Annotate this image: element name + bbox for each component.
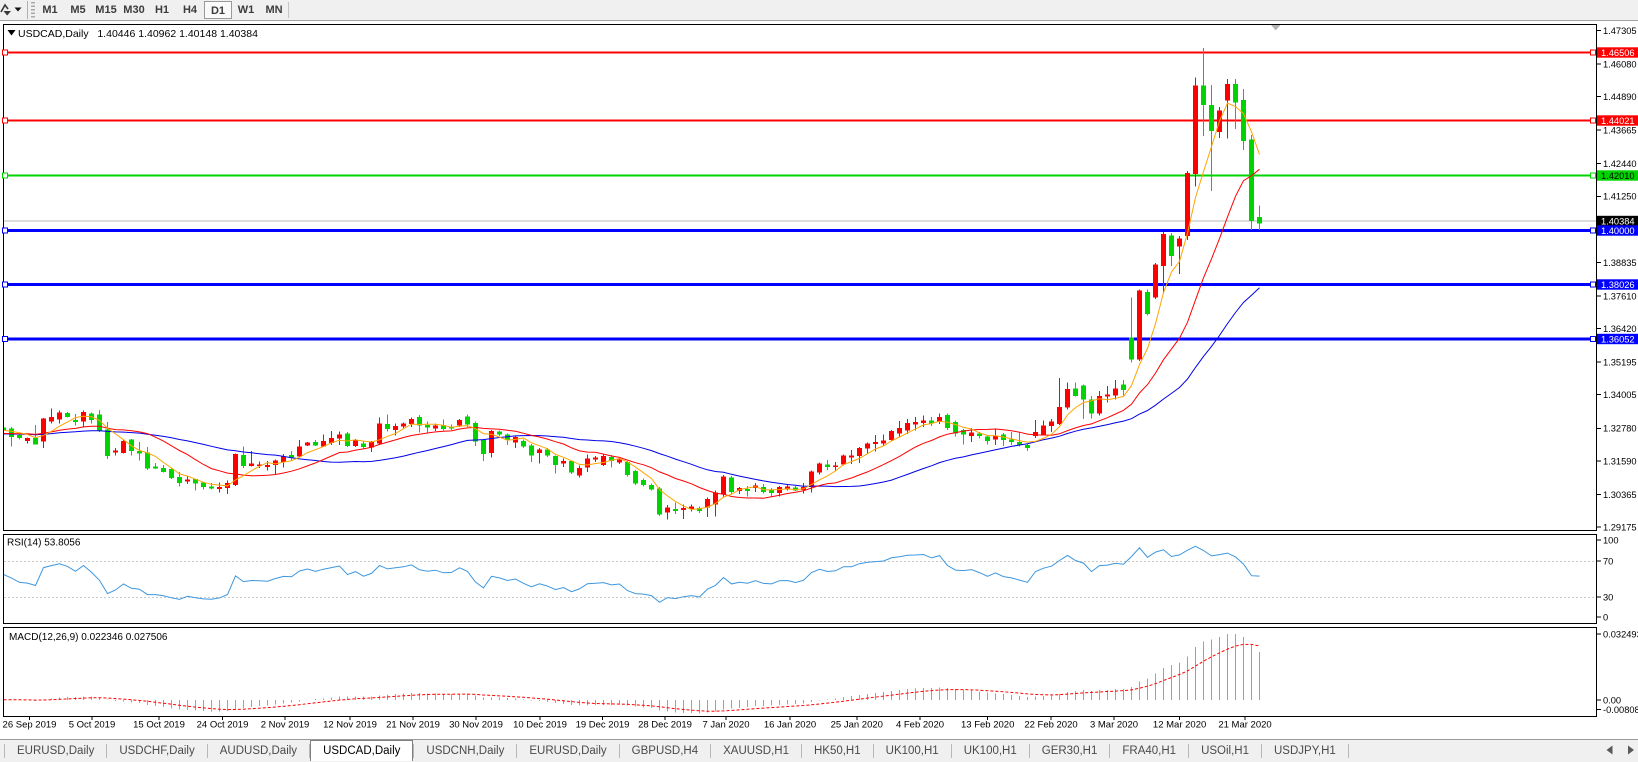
svg-text:28 Dec 2019: 28 Dec 2019 [638, 720, 692, 731]
svg-text:USDCAD,Daily 1.40446 1.40962: USDCAD,Daily 1.40446 1.40962 1.40148 1.4… [18, 28, 258, 40]
svg-text:1.43665: 1.43665 [1603, 126, 1637, 136]
svg-text:1.35195: 1.35195 [1603, 358, 1637, 368]
svg-text:21 Nov 2019: 21 Nov 2019 [386, 720, 440, 731]
svg-text:1.36420: 1.36420 [1603, 324, 1637, 334]
svg-text:13 Feb 2020: 13 Feb 2020 [961, 720, 1014, 731]
svg-text:21 Mar 2020: 21 Mar 2020 [1218, 720, 1271, 731]
svg-text:30 Nov 2019: 30 Nov 2019 [449, 720, 503, 731]
svg-text:0.00: 0.00 [1603, 695, 1621, 705]
svg-text:5 Oct 2019: 5 Oct 2019 [69, 720, 115, 731]
svg-text:1.38835: 1.38835 [1603, 258, 1637, 268]
svg-text:3 Mar 2020: 3 Mar 2020 [1090, 720, 1138, 731]
svg-text:1.46506: 1.46506 [1601, 48, 1635, 58]
svg-text:1.30365: 1.30365 [1603, 490, 1637, 500]
svg-text:MACD(12,26,9) 0.022346 0.02750: MACD(12,26,9) 0.022346 0.027506 [9, 632, 168, 643]
svg-text:70: 70 [1603, 556, 1613, 566]
svg-text:1.36052: 1.36052 [1601, 334, 1635, 344]
svg-text:1.41250: 1.41250 [1603, 192, 1637, 202]
svg-text:1.32780: 1.32780 [1603, 424, 1637, 434]
svg-text:30: 30 [1603, 592, 1613, 602]
svg-text:1.34005: 1.34005 [1603, 390, 1637, 400]
svg-text:1.44890: 1.44890 [1603, 92, 1637, 102]
svg-text:1.31590: 1.31590 [1603, 456, 1637, 466]
svg-text:0.032493: 0.032493 [1603, 629, 1638, 639]
svg-text:RSI(14) 53.8056: RSI(14) 53.8056 [7, 538, 81, 549]
svg-text:15 Oct 2019: 15 Oct 2019 [133, 720, 185, 731]
svg-text:-0.008086: -0.008086 [1603, 705, 1638, 715]
svg-text:19 Dec 2019: 19 Dec 2019 [576, 720, 630, 731]
svg-text:7 Jan 2020: 7 Jan 2020 [702, 720, 749, 731]
svg-text:12 Mar 2020: 12 Mar 2020 [1153, 720, 1206, 731]
svg-text:26 Sep 2019: 26 Sep 2019 [3, 720, 57, 731]
svg-text:1.40000: 1.40000 [1601, 226, 1635, 236]
svg-text:2 Nov 2019: 2 Nov 2019 [261, 720, 310, 731]
svg-text:100: 100 [1603, 535, 1619, 545]
svg-text:1.44021: 1.44021 [1601, 116, 1635, 126]
svg-text:25 Jan 2020: 25 Jan 2020 [831, 720, 883, 731]
svg-text:1.29175: 1.29175 [1603, 522, 1637, 532]
svg-text:1.38026: 1.38026 [1601, 280, 1635, 290]
svg-text:12 Nov 2019: 12 Nov 2019 [323, 720, 377, 731]
svg-text:4 Feb 2020: 4 Feb 2020 [896, 720, 944, 731]
svg-text:1.47305: 1.47305 [1603, 26, 1637, 36]
svg-text:1.37610: 1.37610 [1603, 291, 1637, 301]
svg-text:0: 0 [1603, 612, 1608, 622]
svg-text:24 Oct 2019: 24 Oct 2019 [197, 720, 249, 731]
svg-text:1.46080: 1.46080 [1603, 59, 1637, 69]
svg-text:16 Jan 2020: 16 Jan 2020 [764, 720, 816, 731]
svg-text:1.40384: 1.40384 [1601, 216, 1635, 226]
svg-text:1.42440: 1.42440 [1603, 159, 1637, 169]
svg-text:10 Dec 2019: 10 Dec 2019 [513, 720, 567, 731]
svg-text:22 Feb 2020: 22 Feb 2020 [1024, 720, 1077, 731]
svg-text:1.42010: 1.42010 [1601, 171, 1635, 181]
